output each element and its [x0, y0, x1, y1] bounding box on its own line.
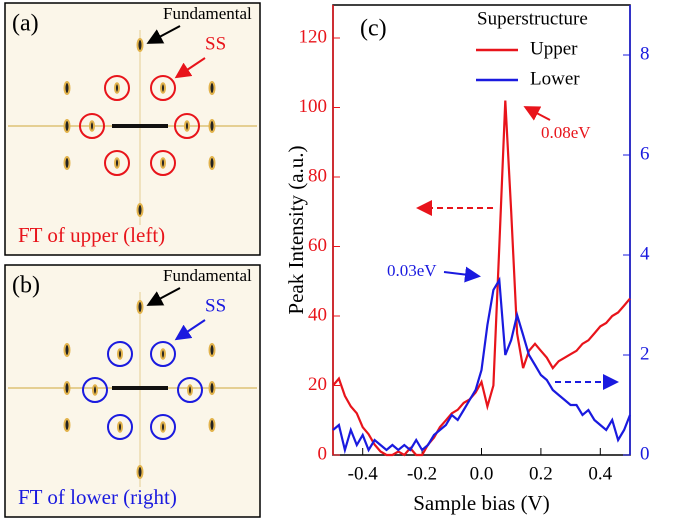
ss-circle: [150, 414, 176, 440]
y2-tick-label: 6: [640, 143, 650, 164]
spot: [208, 119, 216, 133]
y-tick-label: 80: [308, 165, 327, 186]
spot: [187, 384, 193, 396]
spot: [63, 343, 71, 357]
x-tick-label: -0.2: [407, 463, 437, 484]
y-axis-label: Peak Intensity (a.u.): [284, 145, 308, 314]
y-tick-label: 0: [318, 443, 328, 464]
x-tick-label: 0.0: [470, 463, 494, 484]
legend-label: Upper: [530, 38, 578, 59]
ss-circle: [177, 377, 203, 403]
annotation: 0.08eV: [541, 123, 591, 142]
center-streak: [112, 124, 168, 128]
y2-tick-label: 0: [640, 443, 650, 464]
series-line: [332, 276, 632, 455]
ss-circle: [107, 414, 133, 440]
y-tick-label: 60: [308, 235, 327, 256]
spot: [63, 119, 71, 133]
spot: [136, 300, 144, 314]
spot: [208, 381, 216, 395]
y-tick-label: 40: [308, 304, 327, 325]
spot: [63, 156, 71, 170]
spot: [63, 418, 71, 432]
x-tick-label: 0.4: [588, 463, 612, 484]
y-tick-label: 120: [299, 26, 328, 47]
ss-circle: [104, 75, 130, 101]
panel-caption: FT of upper (left): [18, 223, 165, 247]
fundamental-arrow: [146, 25, 181, 44]
panel-b: (b) Fundamental SS FT of lower (right): [4, 264, 261, 518]
x-tick-label: 0.2: [529, 463, 553, 484]
annotation-arrow: [443, 266, 481, 283]
legend-title: Superstructure: [477, 8, 588, 29]
spot: [63, 381, 71, 395]
spot: [160, 348, 166, 360]
spot: [160, 157, 166, 169]
chart-label: (c): [360, 16, 387, 42]
spot: [208, 156, 216, 170]
ss-circle: [150, 341, 176, 367]
ss-label: SS: [205, 33, 226, 54]
panel-frame: [4, 264, 261, 518]
ss-circle: [150, 150, 176, 176]
series-line: [332, 100, 631, 457]
plot-frame: [332, 4, 631, 456]
ss-circle: [79, 113, 105, 139]
fundamental-arrow: [146, 287, 181, 306]
panel-label: (a): [12, 11, 39, 37]
panel-caption: FT of lower (right): [18, 485, 177, 509]
spot: [89, 120, 95, 132]
ss-circle: [82, 377, 108, 403]
y2-tick-label: 4: [640, 243, 650, 264]
spot: [117, 421, 123, 433]
spot: [92, 384, 98, 396]
spot: [114, 82, 120, 94]
y2-tick-label: 8: [640, 43, 650, 64]
ss-label: SS: [205, 295, 226, 316]
y2-tick-label: 2: [640, 343, 650, 364]
legend-label: Lower: [530, 68, 580, 89]
panel-frame: [4, 2, 261, 256]
fundamental-label: Fundamental: [163, 4, 252, 23]
spot: [136, 203, 144, 217]
spot: [63, 81, 71, 95]
spot: [160, 421, 166, 433]
spot: [184, 120, 190, 132]
y-tick-label: 20: [308, 374, 327, 395]
spot: [136, 38, 144, 52]
spot: [136, 465, 144, 479]
ss-circle: [150, 75, 176, 101]
spot: [117, 348, 123, 360]
annotation: 0.03eV: [387, 261, 437, 280]
annotation-arrow: [523, 106, 551, 121]
ss-circle: [107, 341, 133, 367]
ss-arrow: [174, 57, 206, 79]
center-streak: [112, 386, 168, 390]
x-axis-label: Sample bias (V): [413, 491, 549, 515]
ss-arrow: [174, 319, 206, 341]
ss-circle: [104, 150, 130, 176]
spot: [208, 81, 216, 95]
panel-a: (a) Fundamental SS FT of upper (left): [4, 2, 261, 256]
x-tick-label: -0.4: [348, 463, 379, 484]
spot: [114, 157, 120, 169]
fundamental-label: Fundamental: [163, 266, 252, 285]
spot: [208, 343, 216, 357]
spot: [208, 418, 216, 432]
y-tick-label: 100: [299, 96, 328, 117]
ss-circle: [174, 113, 200, 139]
spot: [160, 82, 166, 94]
panel-label: (b): [12, 273, 40, 299]
